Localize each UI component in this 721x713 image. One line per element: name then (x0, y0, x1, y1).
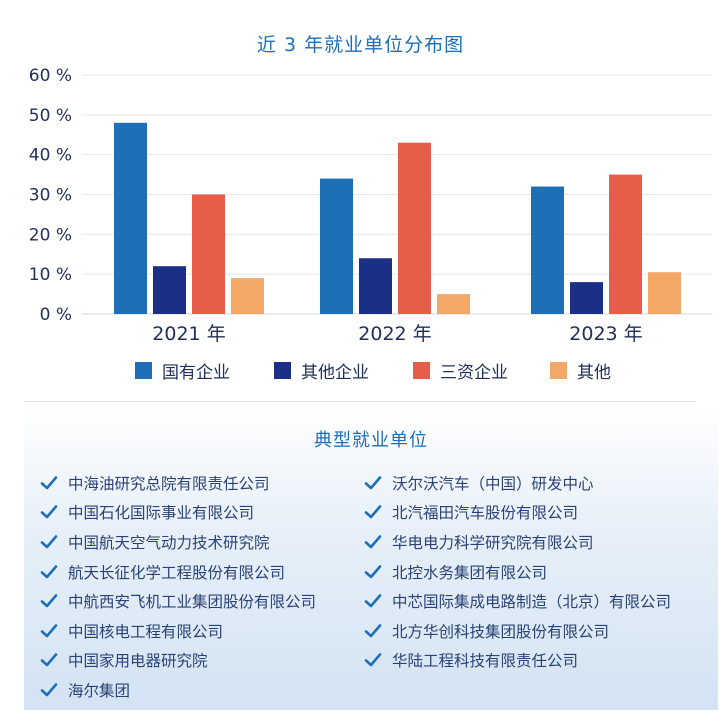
bar-3-3 (609, 174, 642, 314)
section-divider (24, 401, 696, 402)
employer-item: 北控水务集团有限公司 (364, 557, 671, 587)
chart-title: 近 3 年就业单位分布图 (256, 34, 465, 56)
employer-item: 华陆工程科技有限责任公司 (364, 646, 671, 676)
x-tick-label: 2021 年 (152, 323, 225, 345)
employer-item: 中国石化国际事业有限公司 (40, 498, 316, 528)
employer-item: 沃尔沃汽车（中国）研发中心 (364, 468, 671, 498)
typical-employers-panel: 典型就业单位 中海油研究总院有限责任公司 中国石化国际事业有限公司 中国航天空气动力… (24, 410, 718, 710)
bar-2-2 (359, 258, 392, 314)
check-icon (40, 564, 58, 578)
employer-item: 中国航天空气动力技术研究院 (40, 527, 316, 557)
bar-1-2 (153, 266, 186, 314)
check-icon (40, 475, 58, 490)
y-tick-label: 30 % (29, 186, 72, 206)
x-tick-label: 2022 年 (358, 323, 431, 345)
bar-chart: 0 % 10 % 20 % 30 % 40 % 50 % 60 % 2021 年 2022 年 2… (29, 66, 712, 345)
employer-item: 海尔集团 (40, 675, 316, 705)
employer-item: 航天长征化学工程股份有限公司 (40, 557, 316, 587)
legend-item: 其他 (550, 358, 611, 383)
employer-item: 北汽福田汽车股份有限公司 (364, 498, 671, 528)
employer-item: 北方华创科技集团股份有限公司 (364, 616, 671, 646)
employer-name: 中芯国际集成电路制造（北京）有限公司 (392, 593, 672, 612)
employer-item: 中航西安飞机工业集团股份有限公司 (40, 586, 316, 616)
check-icon (40, 535, 58, 549)
employer-item: 华电电力科学研究院有限公司 (364, 527, 671, 557)
bar-2-4 (437, 294, 470, 314)
legend-item: 国有企业 (135, 358, 230, 383)
legend-label: 其他 (577, 363, 611, 383)
legend-item: 三资企业 (413, 358, 508, 383)
check-icon (364, 535, 382, 549)
legend-label: 国有企业 (162, 363, 230, 383)
employer-name: 华陆工程科技有限责任公司 (392, 652, 579, 671)
check-icon (364, 623, 382, 638)
bar-3-1 (531, 186, 564, 314)
legend-label: 三资企业 (440, 363, 508, 383)
check-icon (40, 623, 58, 638)
bar-1-4 (231, 278, 264, 314)
bar-2-1 (320, 178, 353, 314)
legend-swatch (550, 362, 567, 379)
employer-name: 北控水务集团有限公司 (392, 563, 548, 582)
employers-right-column: 沃尔沃汽车（中国）研发中心 北汽福田汽车股份有限公司 华电电力科学研究院有限公司 北控… (364, 468, 671, 675)
y-tick-label: 20 % (29, 225, 72, 245)
bar-1-3 (192, 194, 225, 314)
legend-label: 其他企业 (301, 363, 369, 383)
check-icon (40, 505, 58, 519)
employer-name: 中海油研究总院有限责任公司 (68, 474, 270, 493)
check-icon (364, 653, 382, 667)
employer-name: 航天长征化学工程股份有限公司 (68, 563, 286, 582)
employer-name: 北方华创科技集团股份有限公司 (392, 622, 610, 641)
employer-item: 中芯国际集成电路制造（北京）有限公司 (364, 586, 671, 616)
bar-1-1 (114, 122, 147, 314)
employer-name: 沃尔沃汽车（中国）研发中心 (392, 474, 594, 493)
bar-3-4 (648, 272, 681, 314)
check-icon (40, 653, 58, 667)
employer-name: 海尔集团 (68, 681, 131, 700)
legend-swatch (135, 362, 152, 379)
y-tick-label: 60 % (29, 66, 72, 86)
check-icon (364, 564, 382, 578)
legend-swatch (274, 362, 291, 379)
bar-2-3 (398, 142, 431, 314)
check-icon (40, 683, 58, 697)
employer-name: 华电电力科学研究院有限公司 (392, 533, 594, 552)
y-tick-label: 40 % (29, 146, 72, 166)
employer-name: 中国家用电器研究院 (68, 652, 208, 671)
employer-name: 北汽福田汽车股份有限公司 (392, 504, 579, 523)
check-icon (40, 594, 58, 608)
y-tick-label: 50 % (29, 106, 72, 126)
y-tick-label: 10 % (29, 265, 72, 285)
employer-item: 中国核电工程有限公司 (40, 616, 316, 646)
employer-name: 中国核电工程有限公司 (68, 622, 224, 641)
x-tick-label: 2023 年 (569, 323, 642, 345)
legend-swatch (413, 362, 430, 379)
bar-3-2 (570, 282, 603, 314)
y-tick-label: 0 % (40, 305, 72, 325)
check-icon (364, 475, 382, 490)
employer-name: 中国航天空气动力技术研究院 (68, 533, 270, 552)
employers-title: 典型就业单位 (314, 430, 428, 451)
employer-item: 中国家用电器研究院 (40, 646, 316, 676)
check-icon (364, 505, 382, 519)
employers-left-column: 中海油研究总院有限责任公司 中国石化国际事业有限公司 中国航天空气动力技术研究院 航天… (40, 468, 316, 705)
chart-section: 近 3 年就业单位分布图 0 % 10 % 20 % 30 % 40 % 50 % 60 %… (0, 34, 721, 383)
check-icon (364, 594, 382, 608)
chart-legend: 国有企业 其他企业 三资企业 其他 (0, 358, 721, 383)
employer-item: 中海油研究总院有限责任公司 (40, 468, 316, 498)
employer-name: 中国石化国际事业有限公司 (68, 504, 255, 523)
legend-item: 其他企业 (274, 358, 369, 383)
employer-name: 中航西安飞机工业集团股份有限公司 (68, 593, 317, 612)
